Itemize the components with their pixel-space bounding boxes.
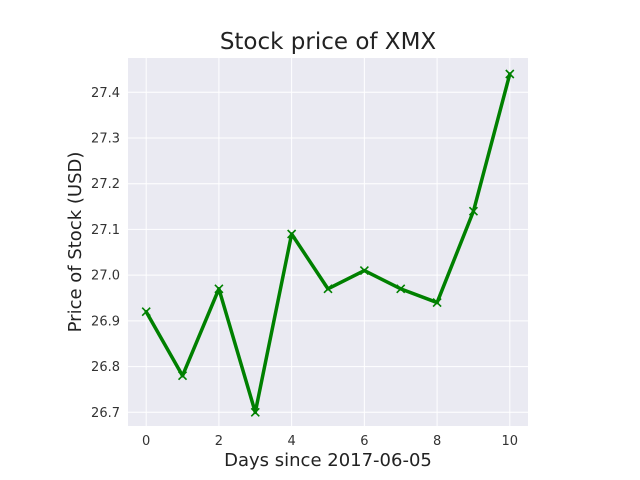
data-point-marker (250, 407, 260, 417)
y-tick-label: 26.9 (91, 314, 120, 329)
data-point-marker (505, 69, 515, 79)
y-tick-labels: 26.7 26.8 26.9 27.0 27.1 27.2 27.3 27.4 (91, 86, 120, 421)
data-point-marker (323, 284, 333, 294)
y-gridlines (128, 91, 528, 413)
x-tick-label: 6 (360, 434, 368, 449)
x-tick-label: 10 (502, 434, 519, 449)
y-tick-label: 26.7 (91, 406, 120, 421)
y-tick-label: 27.0 (91, 269, 120, 284)
y-axis-label: Price of Stock (USD) (65, 152, 86, 333)
y-tick-label: 27.3 (91, 132, 120, 147)
data-point-marker (141, 307, 151, 317)
data-point-marker (287, 229, 297, 239)
y-tick-label: 27.1 (91, 223, 120, 238)
data-point-marker (468, 206, 479, 216)
x-axis-label: Days since 2017-06-05 (224, 450, 432, 471)
y-tick-label: 27.4 (91, 86, 120, 101)
x-tick-label: 2 (215, 434, 223, 449)
y-tick-label: 27.2 (91, 177, 120, 192)
data-point-marker (396, 284, 406, 294)
plot-area (128, 58, 528, 426)
data-point-marker (177, 371, 188, 381)
x-tick-label: 8 (433, 434, 441, 449)
x-tick-label: 4 (287, 434, 295, 449)
data-point-marker (432, 298, 442, 308)
x-tick-label: 0 (142, 434, 150, 449)
data-point-marker (214, 284, 224, 294)
series-layer (141, 69, 515, 417)
y-tick-label: 26.8 (91, 360, 120, 375)
data-point-marker (359, 266, 369, 276)
chart-title: Stock price of XMX (220, 29, 437, 55)
x-tick-labels: 0 2 4 6 8 10 (142, 434, 518, 449)
